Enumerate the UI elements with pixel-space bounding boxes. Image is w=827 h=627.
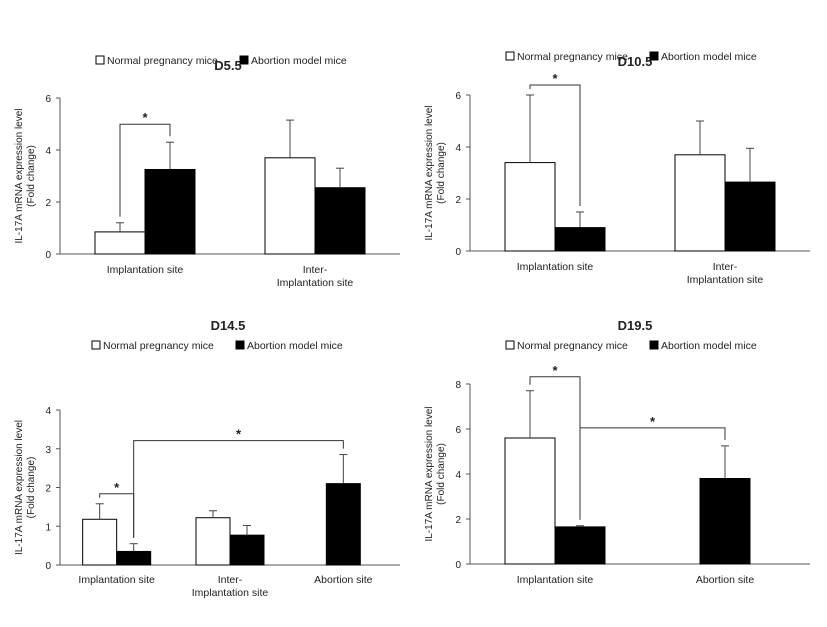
y-tick-label: 1 [45, 522, 51, 533]
bar-abortion-1 [229, 534, 265, 566]
legend-label-normal: Normal pregnancy mice [517, 51, 628, 63]
bar-abortion-0 [554, 227, 606, 252]
bar-normal-1 [195, 517, 231, 566]
y-tick-label: 0 [45, 561, 51, 572]
legend-swatch-normal [95, 55, 105, 65]
significance-bracket [133, 440, 344, 538]
legend-label-abortion: Abortion model mice [251, 55, 347, 67]
legend: Normal pregnancy mice Abortion model mice [95, 55, 347, 67]
legend-swatch-normal [505, 51, 515, 61]
significance-star: * [650, 414, 656, 429]
category-label: Inter-Implantation site [192, 574, 269, 599]
bar-abortion-0 [144, 169, 196, 255]
bar-abortion-0 [554, 526, 606, 565]
legend-label-abortion: Abortion model mice [661, 340, 757, 352]
bar-abortion-2 [325, 483, 361, 566]
bar-normal-1 [264, 157, 316, 255]
legend-swatch-abortion [649, 51, 659, 61]
y-axis-label: IL-17A mRNA expression level(Fold change… [14, 420, 37, 555]
y-axis-label: IL-17A mRNA expression level(Fold change… [424, 105, 447, 240]
legend: Normal pregnancy mice Abortion model mice [505, 51, 757, 63]
bar-normal-0 [94, 231, 146, 255]
significance-star: * [552, 363, 558, 378]
chart-title: D10.5 [618, 54, 653, 69]
chart-title: D5.5 [214, 58, 241, 73]
significance-star: * [142, 110, 148, 125]
bar-abortion-1 [724, 181, 776, 252]
y-tick-label: 3 [45, 445, 51, 456]
legend-label-normal: Normal pregnancy mice [107, 55, 218, 67]
legend-label-normal: Normal pregnancy mice [517, 340, 628, 352]
y-tick-label: 8 [455, 380, 461, 391]
y-tick-label: 4 [455, 143, 461, 154]
bar-normal-0 [504, 162, 556, 252]
significance-star: * [552, 71, 558, 86]
legend-label-abortion: Abortion model mice [247, 340, 343, 352]
y-tick-label: 6 [455, 425, 461, 436]
y-tick-label: 0 [45, 250, 51, 261]
chart-title: D14.5 [211, 318, 246, 333]
legend-swatch-abortion [239, 55, 249, 65]
category-label: Inter-Implantation site [277, 264, 354, 289]
legend-swatch-abortion [649, 340, 659, 350]
y-tick-label: 6 [45, 94, 51, 105]
category-label: Abortion site [696, 574, 755, 586]
bar-abortion-1 [699, 478, 751, 565]
chart-title: D19.5 [618, 318, 653, 333]
significance-bracket [119, 123, 171, 217]
significance-star: * [236, 427, 242, 442]
legend-swatch-normal [505, 340, 515, 350]
bar-abortion-1 [314, 187, 366, 255]
y-tick-label: 4 [45, 146, 51, 157]
category-label: Implantation site [517, 574, 594, 586]
category-label: Implantation site [78, 574, 155, 586]
legend: Normal pregnancy mice Abortion model mice [505, 340, 757, 352]
significance-bracket [579, 427, 726, 520]
y-tick-label: 4 [455, 470, 461, 481]
legend-swatch-normal [91, 340, 101, 350]
legend-label-abortion: Abortion model mice [661, 51, 757, 63]
y-tick-label: 0 [455, 560, 461, 571]
y-axis-label: IL-17A mRNA expression level(Fold change… [424, 406, 447, 541]
significance-star: * [114, 480, 120, 495]
chart-panel-D19-5: D19.5 Normal pregnancy mice Abortion model… [424, 318, 810, 586]
bar-normal-0 [82, 518, 118, 566]
significance-bracket [529, 84, 581, 206]
category-label: Inter-Implantation site [687, 261, 764, 286]
bar-normal-1 [674, 154, 726, 252]
legend-swatch-abortion [235, 340, 245, 350]
bar-abortion-0 [116, 550, 152, 566]
category-label: Abortion site [314, 574, 373, 586]
category-label: Implantation site [517, 261, 594, 273]
bar-normal-0 [504, 437, 556, 565]
y-tick-label: 4 [45, 406, 51, 417]
y-tick-label: 0 [455, 247, 461, 258]
chart-panel-D14-5: D14.5 Normal pregnancy mice Abortion model… [14, 318, 400, 599]
y-tick-label: 2 [45, 198, 51, 209]
legend-label-normal: Normal pregnancy mice [103, 340, 214, 352]
y-axis-label: IL-17A mRNA expression level(Fold change… [14, 108, 37, 243]
legend: Normal pregnancy mice Abortion model mice [91, 340, 343, 352]
category-label: Implantation site [107, 264, 184, 276]
y-tick-label: 6 [455, 91, 461, 102]
y-tick-label: 2 [455, 515, 461, 526]
y-tick-label: 2 [455, 195, 461, 206]
y-tick-label: 2 [45, 484, 51, 495]
